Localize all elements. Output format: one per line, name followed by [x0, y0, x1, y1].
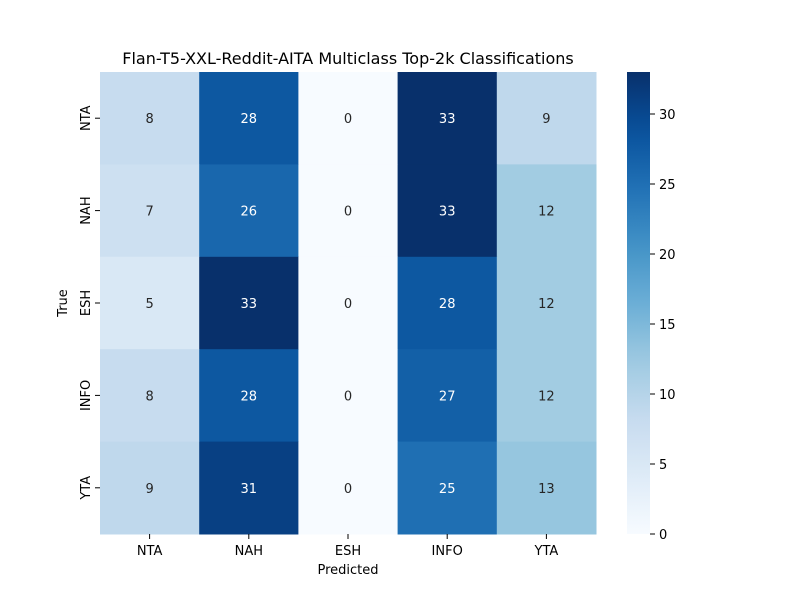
cell-value-label: 0	[344, 389, 352, 404]
y-tick-label: NTA	[79, 105, 94, 131]
cell-value-label: 0	[344, 297, 352, 312]
x-tick-label: INFO	[432, 544, 463, 559]
cell-yta-yta	[496, 441, 597, 535]
cell-value-label: 25	[439, 482, 456, 497]
cell-info-yta	[496, 349, 597, 443]
cell-nah-yta	[496, 164, 597, 258]
heatmap-cells: 8 28 0 33 9 7 26 0 33 12 5 33 0 28 12 8 28 0 27 12 9 31 0 25 13	[100, 72, 597, 535]
cell-nah-nah	[199, 164, 299, 258]
x-tick-label: ESH	[335, 544, 361, 559]
x-tick-label: NTA	[137, 544, 163, 559]
cell-nah-nta	[100, 164, 200, 258]
cell-value-label: 8	[145, 389, 153, 404]
cell-esh-esh	[298, 256, 399, 350]
cell-yta-info	[397, 441, 498, 535]
cell-yta-nta	[100, 441, 200, 535]
cell-value-label: 33	[439, 112, 456, 127]
cell-value-label: 8	[145, 112, 153, 127]
cell-value-label: 28	[241, 389, 258, 404]
cell-value-label: 31	[241, 482, 258, 497]
colorbar-tick-label: 5	[659, 458, 667, 473]
cell-value-label: 12	[538, 389, 555, 404]
cell-info-info	[397, 349, 498, 443]
cell-value-label: 13	[538, 482, 555, 497]
cell-yta-esh	[298, 441, 399, 535]
x-axis-label: Predicted	[317, 563, 378, 578]
cell-nta-info	[397, 72, 498, 165]
cell-value-label: 12	[538, 297, 555, 312]
cell-value-label: 27	[439, 389, 456, 404]
cell-value-label: 0	[344, 482, 352, 497]
cell-value-label: 0	[344, 205, 352, 220]
cell-value-label: 7	[145, 205, 153, 220]
cell-nta-yta	[496, 72, 597, 165]
cell-value-label: 28	[439, 297, 456, 312]
y-axis: NTA NAH ESH INFO YTA	[79, 105, 100, 501]
x-tick-label: YTA	[534, 544, 559, 559]
x-axis: NTA NAH ESH INFO YTA	[137, 534, 559, 559]
cell-yta-nah	[199, 441, 299, 535]
cell-info-nta	[100, 349, 200, 443]
cell-value-label: 9	[145, 482, 153, 497]
cell-value-label: 26	[241, 205, 258, 220]
cell-info-nah	[199, 349, 299, 443]
cell-value-label: 33	[241, 297, 258, 312]
colorbar-tick-label: 10	[659, 388, 676, 403]
colorbar-tick-label: 20	[659, 248, 676, 263]
cell-nta-esh	[298, 72, 399, 165]
cell-value-label: 5	[145, 297, 153, 312]
cell-value-label: 33	[439, 205, 456, 220]
cell-info-esh	[298, 349, 399, 443]
cell-value-label: 12	[538, 205, 555, 220]
cell-esh-info	[397, 256, 498, 350]
cell-value-label: 9	[542, 112, 550, 127]
colorbar-tick-label: 0	[659, 528, 667, 543]
colorbar-tick-label: 25	[659, 178, 676, 193]
y-axis-label: True	[56, 289, 71, 318]
cell-nah-info	[397, 164, 498, 258]
x-tick-label: NAH	[235, 544, 263, 559]
colorbar-gradient	[627, 72, 650, 534]
y-tick-label: YTA	[79, 476, 94, 501]
y-tick-label: NAH	[79, 196, 94, 224]
cell-esh-nta	[100, 256, 200, 350]
colorbar: 0 5 10 15 20 25 30	[627, 72, 676, 543]
cell-esh-yta	[496, 256, 597, 350]
y-tick-label: INFO	[79, 380, 94, 411]
colorbar-tick-label: 30	[659, 108, 676, 123]
y-tick-label: ESH	[79, 290, 94, 316]
cell-value-label: 0	[344, 112, 352, 127]
cell-value-label: 28	[241, 112, 258, 127]
colorbar-tick-label: 15	[659, 318, 676, 333]
cell-nta-nah	[199, 72, 299, 165]
cell-nah-esh	[298, 164, 399, 258]
cell-esh-nah	[199, 256, 299, 350]
cell-nta-nta	[100, 72, 200, 165]
chart-title: Flan-T5-XXL-Reddit-AITA Multiclass Top-2…	[122, 49, 574, 68]
